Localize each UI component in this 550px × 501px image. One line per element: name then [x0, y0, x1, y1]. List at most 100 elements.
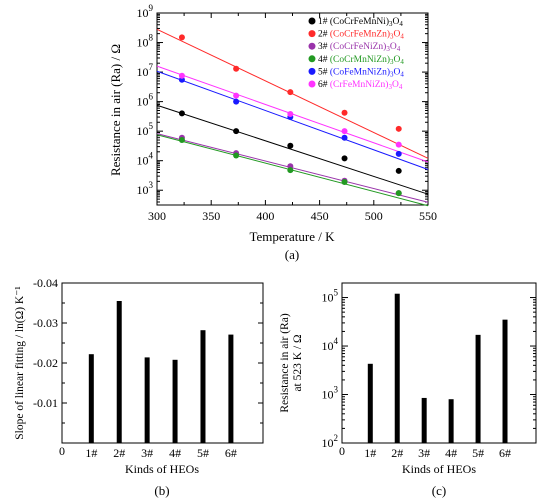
- legend-label-3#: 3# (CoCrFeNiZn)3O4: [318, 41, 401, 53]
- bar-6#: [228, 334, 234, 443]
- data-point-6#: [233, 92, 240, 99]
- b-y-axis-label: Slope of linear fitting / ln(Ω) K⁻¹: [14, 286, 26, 440]
- a-x-axis-label: Temperature / K: [250, 229, 336, 244]
- legend-marker-2#: [308, 30, 316, 38]
- b-x-tick-label: 1#: [85, 446, 97, 460]
- b-x-tick-label: 6#: [225, 446, 237, 460]
- plot-frame-c: [341, 282, 537, 444]
- bar-1#: [88, 354, 94, 443]
- b-x-tick-label: 4#: [169, 446, 181, 460]
- c-y-axis-label-line1: Resistance in air (Ra): [279, 313, 291, 412]
- data-point-2#: [341, 109, 348, 116]
- bar-6#: [502, 319, 508, 443]
- legend-label-4#: 4# (CoCrMnNiZn)3O4: [318, 54, 404, 66]
- a-x-tick-label: 500: [365, 209, 383, 223]
- data-point-6#: [287, 111, 294, 118]
- c-y-tick-label: 103: [322, 385, 339, 402]
- data-point-6#: [395, 141, 402, 148]
- a-y-tick-label: 103: [137, 180, 154, 197]
- legend-label-1#: 1# (CoCrFeMnNi)3O4: [318, 16, 403, 28]
- c-x-tick-label: 1#: [364, 446, 376, 460]
- panel-c: 102 103 104 105 1# 2# 3# 4# 5# 6# 0 Kinds of HEOs…: [279, 282, 537, 498]
- data-point-1#: [287, 142, 294, 149]
- c-x-zero-label: 0: [339, 444, 345, 458]
- a-y-tick-label: 109: [137, 3, 154, 20]
- bar-4#: [448, 399, 454, 443]
- bar-2#: [394, 293, 400, 443]
- c-axis-ticks: 102 103 104 105 1# 2# 3# 4# 5# 6#: [322, 288, 536, 460]
- a-x-tick-label: 350: [202, 209, 220, 223]
- data-point-4#: [287, 167, 294, 174]
- c-x-tick-label: 5#: [472, 446, 484, 460]
- b-y-tick-label: -0.01: [33, 396, 58, 410]
- a-x-tick-label: 450: [311, 209, 329, 223]
- bar-2#: [116, 301, 122, 443]
- c-x-tick-label: 4#: [445, 446, 457, 460]
- data-point-4#: [341, 178, 348, 185]
- b-y-tick-label: -0.02: [33, 356, 58, 370]
- legend-label-5#: 5# (CoFeMnNiZn)3O4: [318, 66, 404, 78]
- b-x-tick-label: 3#: [141, 446, 153, 460]
- data-point-2#: [178, 34, 185, 41]
- c-bars: [367, 293, 508, 443]
- a-x-tick-label: 550: [419, 209, 437, 223]
- bar-3#: [421, 397, 427, 443]
- b-y-tick-label: -0.03: [33, 316, 58, 330]
- b-x-axis-label: Kinds of HEOs: [125, 462, 199, 476]
- b-x-tick-label: 5#: [197, 446, 209, 460]
- c-x-tick-label: 3#: [418, 446, 430, 460]
- a-data-points: [178, 34, 402, 197]
- c-y-tick-label: 105: [322, 288, 339, 305]
- data-point-1#: [233, 128, 240, 135]
- plot-frame-a: [156, 12, 429, 206]
- a-axis-ticks: 300 350 400 450 500 550 103 104 105 106 107 108 109: [137, 3, 438, 223]
- data-point-2#: [287, 89, 294, 96]
- a-y-tick-label: 108: [137, 33, 154, 50]
- c-x-tick-label: 2#: [391, 446, 403, 460]
- legend-label-2#: 2# (CoCrFeMnZn)3O4: [318, 29, 404, 41]
- a-panel-label: (a): [285, 247, 299, 262]
- legend-marker-1#: [308, 17, 316, 25]
- b-panel-label: (b): [154, 483, 169, 498]
- c-panel-label: (c): [432, 483, 446, 498]
- bar-5#: [475, 334, 481, 443]
- data-point-5#: [341, 134, 348, 141]
- data-point-6#: [341, 128, 348, 135]
- legend-marker-4#: [308, 55, 316, 63]
- b-bars: [88, 301, 234, 443]
- bar-5#: [200, 330, 206, 443]
- legend-marker-3#: [308, 42, 316, 50]
- a-x-tick-label: 300: [148, 209, 166, 223]
- legend-marker-5#: [308, 67, 316, 75]
- a-y-axis-label: Resistance in air (Ra) / Ω: [108, 44, 123, 176]
- a-y-tick-label: 105: [137, 121, 154, 138]
- c-y-tick-label: 102: [322, 433, 339, 450]
- legend-label-6#: 6# (CrFeMnNiZn)3O4: [318, 79, 403, 91]
- data-point-2#: [395, 125, 402, 132]
- bar-1#: [367, 363, 373, 443]
- data-point-4#: [178, 137, 185, 144]
- b-axis-ticks: -0.01 -0.02 -0.03 -0.04 1# 2# 3# 4# 5# 6#: [33, 276, 263, 460]
- bar-3#: [144, 357, 150, 443]
- c-y-axis-label-line2: at 523 K / Ω: [292, 334, 304, 391]
- c-x-axis-label: Kinds of HEOs: [402, 462, 476, 476]
- fit-line-1#: [156, 104, 429, 195]
- a-y-tick-label: 106: [137, 92, 154, 109]
- panel-a: 300 350 400 450 500 550103104105106107108109 …: [108, 3, 437, 262]
- data-point-2#: [233, 65, 240, 72]
- fit-line-5#: [156, 70, 429, 170]
- legend-marker-6#: [308, 80, 316, 88]
- a-y-tick-label: 104: [137, 151, 154, 168]
- data-point-1#: [178, 110, 185, 117]
- b-y-tick-label: -0.04: [33, 276, 58, 290]
- data-point-5#: [395, 150, 402, 157]
- data-point-5#: [233, 98, 240, 105]
- data-point-6#: [178, 72, 185, 79]
- data-point-1#: [395, 167, 402, 174]
- panel-b: -0.01 -0.02 -0.03 -0.04 1# 2# 3# 4# 5# 6# 0 Kinds…: [14, 276, 264, 498]
- c-x-tick-label: 6#: [499, 446, 511, 460]
- bar-4#: [172, 359, 178, 443]
- b-x-zero-label: 0: [59, 444, 65, 458]
